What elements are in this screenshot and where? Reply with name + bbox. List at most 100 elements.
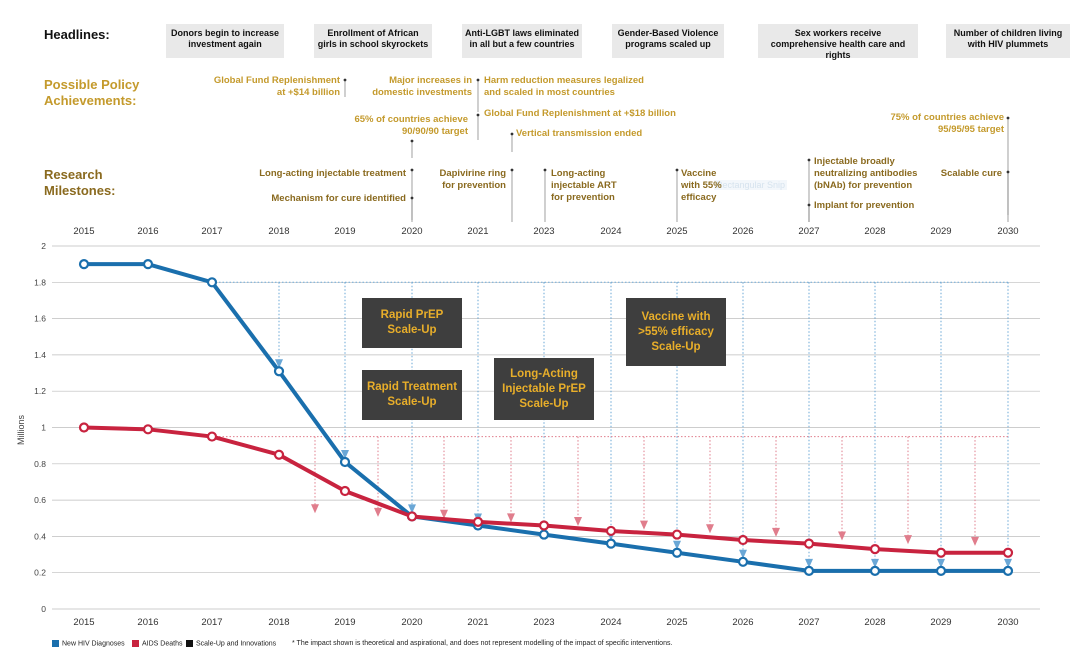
- research-item: Dapivirine ring for prevention: [439, 168, 506, 191]
- y-tick-label: 2: [41, 241, 46, 251]
- timeline-dot: [410, 196, 414, 200]
- deaths-point: [935, 547, 947, 558]
- research-item: Injectable broadly neutralizing antibodi…: [814, 156, 918, 191]
- y-tick-label: 1: [41, 423, 46, 433]
- top-year-label: 2023: [533, 226, 554, 237]
- deaths-point: [803, 538, 815, 549]
- research-item: Mechanism for cure identified: [271, 193, 406, 204]
- legend-label: AIDS Deaths: [142, 640, 183, 648]
- legend-swatch-black: [186, 640, 193, 647]
- research-item: Vaccine with 55% efficacy: [681, 168, 722, 203]
- timeline-dot: [807, 203, 811, 207]
- y-tick-label: 1.6: [34, 314, 46, 324]
- x-tick-label: 2025: [666, 617, 687, 628]
- timeline-dot: [476, 78, 480, 82]
- deaths-point: [472, 516, 484, 527]
- diagnoses-point: [605, 538, 617, 549]
- deaths-point: [339, 485, 351, 497]
- diagnoses-point: [339, 456, 351, 468]
- diagnoses-point: [803, 565, 815, 576]
- x-tick-label: 2024: [600, 617, 621, 628]
- diagnoses-arrow-head: [805, 558, 813, 568]
- diagnoses-point: [737, 556, 749, 567]
- x-tick-label: 2019: [334, 617, 355, 628]
- deaths-point: [1002, 547, 1014, 558]
- timeline-dot: [343, 78, 347, 82]
- y-axis-label: Millions: [16, 415, 26, 446]
- deaths-arrow-head: [507, 513, 515, 523]
- deaths-point: [142, 424, 154, 435]
- y-tick-label: 0.8: [34, 459, 46, 469]
- y-tick-label: 0.2: [34, 568, 46, 578]
- top-year-label: 2019: [334, 226, 355, 237]
- legend-diagnoses: New HIV Diagnoses: [52, 640, 125, 647]
- y-tick-label: 0.6: [34, 495, 46, 505]
- policy-label: Possible Policy Achievements:: [44, 77, 140, 108]
- x-tick-label: 2023: [533, 617, 554, 628]
- top-year-label: 2027: [798, 226, 819, 237]
- timeline-dot: [410, 168, 414, 172]
- x-tick-label: 2020: [401, 617, 422, 628]
- timeline-dot: [543, 168, 547, 172]
- x-tick-label: 2017: [201, 617, 222, 628]
- deaths-arrow-head: [440, 509, 448, 519]
- deaths-point: [273, 449, 285, 460]
- timeline-dot: [807, 158, 811, 162]
- top-year-label: 2016: [137, 226, 158, 237]
- diagnoses-arrow-head: [1004, 558, 1012, 568]
- policy-item: Vertical transmission ended: [516, 128, 643, 139]
- y-tick-label: 0.4: [34, 531, 46, 541]
- deaths-arrow-head: [640, 520, 648, 530]
- diagnoses-arrow-head: [937, 558, 945, 568]
- research-item: Scalable cure: [940, 168, 1002, 179]
- timeline-dot: [675, 168, 679, 172]
- diagnoses-arrow-head: [673, 540, 681, 550]
- deaths-point: [671, 529, 683, 540]
- legend-swatch-blue: [52, 640, 59, 647]
- top-year-label: 2025: [666, 226, 687, 237]
- diagnoses-point: [206, 277, 218, 288]
- diagnoses-point: [935, 565, 947, 576]
- deaths-point: [406, 511, 418, 522]
- diagnoses-point: [142, 259, 154, 270]
- headline-box: Anti-LGBT laws eliminated in all but a f…: [462, 24, 582, 58]
- top-year-label: 2028: [864, 226, 885, 237]
- deaths-arrow-head: [311, 504, 319, 514]
- x-tick-label: 2030: [997, 617, 1018, 628]
- y-tick-label: 1.2: [34, 386, 46, 396]
- top-year-label: 2029: [930, 226, 951, 237]
- legend-swatch-red: [132, 640, 139, 647]
- research-label: Research Milestones:: [44, 167, 116, 198]
- deaths-arrow-head: [574, 516, 582, 526]
- diagnoses-arrow-head: [275, 359, 283, 369]
- scaleup-box: Long-Acting Injectable PrEP Scale-Up: [494, 358, 594, 420]
- diagnoses-arrow-head: [341, 449, 349, 459]
- x-tick-label: 2026: [732, 617, 753, 628]
- deaths-point: [605, 525, 617, 537]
- deaths-point: [737, 534, 749, 546]
- x-tick-label: 2021: [467, 617, 488, 628]
- x-tick-label: 2029: [930, 617, 951, 628]
- deaths-point: [206, 431, 218, 442]
- x-tick-label: 2016: [137, 617, 158, 628]
- headline-box: Sex workers receive comprehensive health…: [758, 24, 918, 60]
- timeline-dot: [476, 113, 480, 117]
- deaths-arrow-head: [374, 507, 382, 517]
- research-item: Implant for prevention: [814, 200, 915, 211]
- y-tick-label: 1.4: [34, 350, 46, 360]
- legend-deaths: AIDS Deaths: [132, 640, 182, 647]
- diagnoses-point: [273, 366, 285, 377]
- deaths-arrow-head: [838, 531, 846, 541]
- scaleup-box: Rapid PrEP Scale-Up: [362, 298, 462, 348]
- diagnoses-arrow-head: [739, 549, 747, 559]
- headline-box: Gender-Based Violence programs scaled up: [612, 24, 724, 58]
- diagnoses-arrow-head: [871, 558, 879, 568]
- deaths-arrow-head: [971, 536, 979, 546]
- deaths-arrow-head: [706, 524, 714, 534]
- deaths-arrow-head: [904, 535, 912, 545]
- legend-scaleup: Scale-Up and Innovations: [186, 640, 276, 647]
- policy-item: Global Fund Replenishment at +$18 billio…: [484, 108, 676, 119]
- diagnoses-point: [1002, 565, 1014, 576]
- diagnoses-point: [538, 529, 550, 540]
- policy-item: Major increases in domestic investments: [372, 75, 472, 98]
